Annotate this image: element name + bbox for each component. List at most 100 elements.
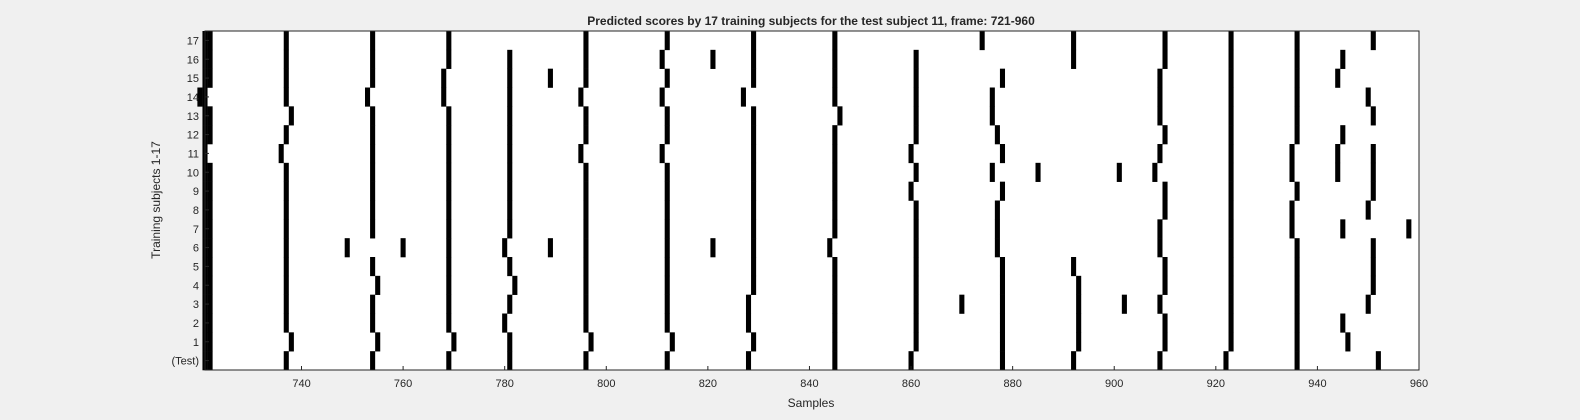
cell-mark xyxy=(583,313,589,333)
cell-mark xyxy=(659,144,665,164)
cell-mark xyxy=(507,351,513,371)
cell-mark xyxy=(1162,49,1168,69)
cell-mark xyxy=(1294,68,1300,88)
cell-mark xyxy=(370,200,376,220)
cell-mark xyxy=(1294,125,1300,145)
cell-mark xyxy=(1228,144,1234,164)
cell-mark xyxy=(1228,106,1234,126)
cell-mark xyxy=(583,162,589,182)
cell-mark xyxy=(583,68,589,88)
cell-mark xyxy=(1370,181,1376,201)
cell-mark xyxy=(664,351,670,371)
y-tick-label: 11 xyxy=(188,148,199,160)
cell-mark xyxy=(446,144,452,164)
cell-mark xyxy=(751,144,757,164)
x-axis: 740 760 780 800 820 840 860 880 900 920 940 960 xyxy=(292,366,1428,390)
cell-mark xyxy=(832,49,838,69)
cell-mark xyxy=(1370,162,1376,182)
cell-mark xyxy=(207,275,213,295)
plot-area xyxy=(205,31,1419,370)
cell-mark xyxy=(913,49,919,69)
cell-mark xyxy=(999,275,1006,295)
cell-mark xyxy=(659,49,665,69)
cell-mark xyxy=(659,87,665,107)
y-tick-label: 9 xyxy=(193,186,199,198)
cell-mark xyxy=(1228,238,1234,258)
cell-mark xyxy=(283,200,289,220)
cell-mark xyxy=(370,219,376,239)
cell-mark xyxy=(751,238,757,258)
cell-mark xyxy=(283,87,289,107)
cell-mark xyxy=(745,351,752,371)
cell-mark xyxy=(1289,144,1295,164)
cell-mark xyxy=(913,313,919,333)
cell-mark xyxy=(1340,125,1346,145)
chart-title: Predicted scores by 17 training subjects… xyxy=(587,14,1035,28)
cell-mark xyxy=(283,162,289,182)
cell-mark xyxy=(989,87,995,107)
cell-mark xyxy=(1294,181,1300,201)
cell-mark xyxy=(999,332,1006,352)
cell-mark xyxy=(745,313,752,333)
cell-mark xyxy=(507,125,513,145)
row-15 xyxy=(202,68,1341,88)
cell-mark xyxy=(1294,351,1300,371)
cell-mark xyxy=(1294,275,1300,295)
cell-mark xyxy=(664,200,670,220)
cell-mark xyxy=(1162,257,1168,277)
x-tick-label: 900 xyxy=(1105,378,1123,390)
y-tick-label: 17 xyxy=(187,35,199,47)
cell-mark xyxy=(446,31,452,51)
cell-mark xyxy=(446,125,452,145)
cell-mark xyxy=(1335,68,1341,88)
cell-mark xyxy=(913,219,919,239)
cell-mark xyxy=(913,162,919,182)
cell-mark xyxy=(207,238,213,258)
cell-mark xyxy=(1228,181,1234,201)
cell-mark xyxy=(1406,219,1412,239)
cell-mark xyxy=(502,238,508,258)
cell-mark xyxy=(908,144,914,164)
cell-mark xyxy=(578,144,584,164)
cell-mark xyxy=(1365,200,1371,220)
cell-mark xyxy=(908,351,914,371)
cell-mark xyxy=(507,68,513,88)
cell-mark xyxy=(1071,31,1077,51)
cell-mark xyxy=(441,87,447,107)
cell-mark xyxy=(832,351,838,371)
cell-mark xyxy=(370,162,376,182)
cell-mark xyxy=(1035,162,1041,182)
cell-mark xyxy=(913,332,919,352)
cell-mark xyxy=(1370,238,1376,258)
y-tick-label: 1 xyxy=(193,337,199,349)
cell-mark xyxy=(278,144,284,164)
cell-mark xyxy=(1294,332,1300,352)
cell-mark xyxy=(751,31,757,51)
plot-frame xyxy=(204,30,1420,371)
x-tick-label: 820 xyxy=(699,378,717,390)
cell-mark xyxy=(446,162,452,182)
cell-mark xyxy=(1157,351,1163,371)
cell-mark xyxy=(446,313,452,333)
cell-mark xyxy=(283,275,289,295)
cell-mark xyxy=(913,238,919,258)
y-axis-label: Training subjects 1-17 xyxy=(149,141,163,259)
cell-mark xyxy=(507,87,513,107)
cell-mark xyxy=(583,181,589,201)
cell-mark xyxy=(446,257,452,277)
cell-mark xyxy=(507,181,513,201)
cell-mark xyxy=(1340,219,1346,239)
cell-mark xyxy=(1228,257,1234,277)
row-5 xyxy=(202,257,1376,277)
cell-mark xyxy=(999,68,1006,88)
cell-mark xyxy=(375,332,381,352)
cell-mark xyxy=(1294,294,1300,314)
row-7 xyxy=(202,219,1412,239)
cell-mark xyxy=(1116,162,1122,182)
cell-mark xyxy=(1228,87,1234,107)
cell-mark xyxy=(1157,87,1163,107)
cell-mark xyxy=(751,200,757,220)
cell-mark xyxy=(1228,275,1234,295)
cell-mark xyxy=(832,313,838,333)
cell-mark xyxy=(446,238,452,258)
